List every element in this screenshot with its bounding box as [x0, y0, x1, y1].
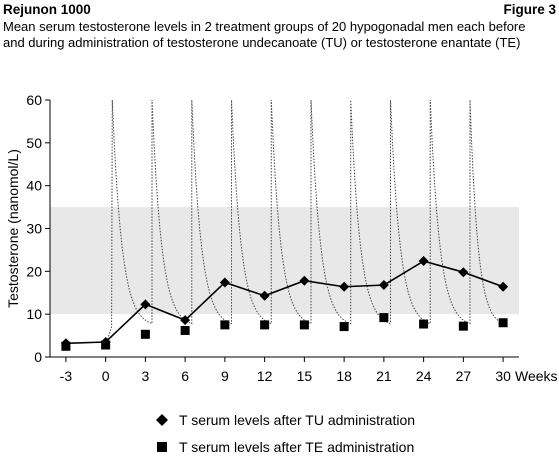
- reference-band: [50, 207, 519, 315]
- x-tick-label: 3: [141, 368, 149, 384]
- legend-te-label: T serum levels after TE administration: [179, 439, 414, 455]
- series-te-point: [419, 319, 429, 329]
- x-tick-label: 18: [336, 368, 352, 384]
- series-tu-point: [299, 275, 310, 286]
- x-tick-label: 15: [297, 368, 313, 384]
- y-axis-label: Testosterone (nanomol/L): [5, 149, 21, 308]
- series-te-point: [220, 320, 230, 330]
- y-tick-label: 0: [34, 349, 42, 365]
- x-tick-label: 0: [102, 368, 110, 384]
- legend: T serum levels after TU administration T …: [156, 412, 415, 455]
- series-tu-point: [180, 315, 191, 326]
- x-tick-label: 12: [257, 368, 273, 384]
- series-te-point: [379, 313, 389, 323]
- series-te-point: [299, 320, 309, 330]
- legend-tu-label: T serum levels after TU administration: [179, 412, 415, 428]
- series-tu-point: [378, 280, 389, 291]
- x-tick-label: 24: [416, 368, 432, 384]
- series-tu-point: [140, 299, 151, 310]
- series-te-point: [180, 325, 190, 335]
- series-te-point: [260, 320, 270, 330]
- y-tick-label: 30: [26, 221, 42, 237]
- y-tick-label: 40: [26, 178, 42, 194]
- series-tu-line: [65, 260, 504, 345]
- figure-label: Figure 3: [503, 2, 556, 17]
- series-te-point: [61, 341, 71, 351]
- x-tick-label: 21: [376, 368, 392, 384]
- x-tick-label: 6: [181, 368, 189, 384]
- legend-tu-marker: [156, 414, 168, 426]
- series-tu-point: [259, 290, 270, 301]
- chart-subtitle: Mean serum testosterone levels in 2 trea…: [3, 19, 526, 50]
- x-tick-label: 27: [456, 368, 472, 384]
- series-te-point: [498, 318, 508, 328]
- series-tu-point: [219, 277, 230, 288]
- series-tu-point: [498, 281, 509, 292]
- series-tu-point: [339, 281, 350, 292]
- chart-header: Rejunon 1000 Figure 3 Mean serum testost…: [3, 1, 556, 51]
- y-tick-label: 20: [26, 263, 42, 279]
- y-tick-label: 10: [26, 306, 42, 322]
- series-te-point: [339, 322, 349, 332]
- series-te-point: [101, 340, 111, 350]
- series-tu-point: [418, 256, 429, 267]
- series-te-point: [140, 329, 150, 339]
- y-tick-label: 50: [26, 135, 42, 151]
- x-tick-label: -3: [60, 368, 73, 384]
- legend-te-marker: [157, 442, 167, 452]
- y-tick-label: 60: [26, 92, 42, 108]
- x-axis-label: Weeks: [515, 368, 558, 384]
- chart-title: Rejunon 1000: [3, 2, 91, 17]
- series-te-point: [458, 321, 468, 331]
- x-tick-label: 9: [221, 368, 229, 384]
- x-tick-label: 30: [495, 368, 511, 384]
- series-tu-point: [458, 267, 469, 278]
